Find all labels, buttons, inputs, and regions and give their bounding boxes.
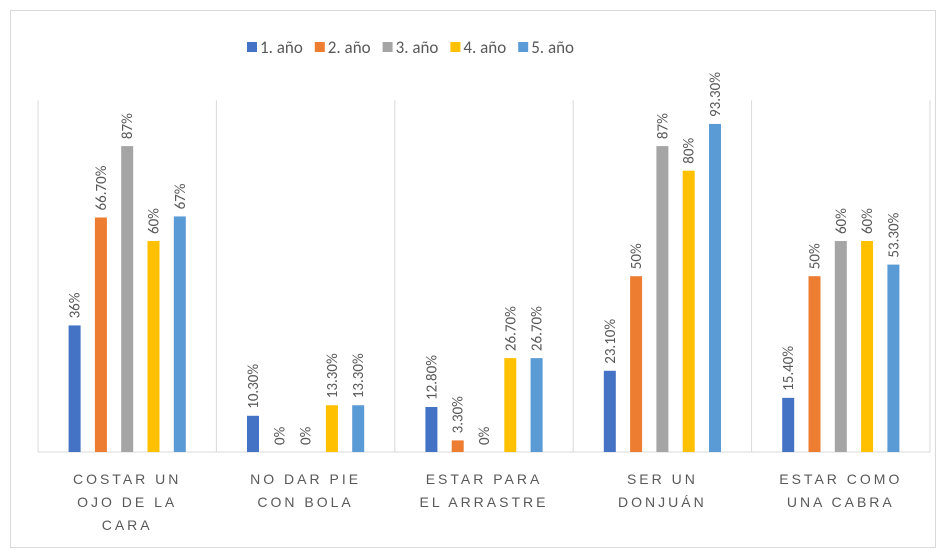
bar <box>656 146 669 452</box>
value-label: 0% <box>476 426 494 445</box>
bar <box>630 276 643 452</box>
value-label: 87% <box>654 113 672 139</box>
value-label: 13.30% <box>350 353 368 398</box>
legend-swatch <box>382 42 393 52</box>
value-label: 12.80% <box>423 355 441 400</box>
value-label: 26.70% <box>502 306 520 351</box>
legend-label: 4. año <box>463 37 506 58</box>
value-label: 3.30% <box>450 396 468 434</box>
chart-border <box>10 10 936 548</box>
bar <box>247 415 259 452</box>
bar <box>682 170 695 452</box>
legend-label: 1. año <box>260 37 303 58</box>
x-tick-label: ESTAR PARA EL ARRASTRE <box>419 471 549 510</box>
value-label: 87% <box>119 113 137 139</box>
bar <box>147 241 160 452</box>
value-label: 0% <box>298 426 316 445</box>
legend-swatch <box>518 42 529 52</box>
value-label: 60% <box>833 208 851 234</box>
bar <box>504 358 517 452</box>
value-label: 50% <box>807 243 825 269</box>
bar <box>173 216 186 452</box>
value-label: 0% <box>271 426 289 445</box>
bar <box>68 325 81 452</box>
value-label: 67% <box>172 183 190 209</box>
bar <box>121 146 134 452</box>
bar <box>94 217 107 452</box>
value-label: 50% <box>628 243 646 269</box>
bar <box>834 241 847 452</box>
value-label: 80% <box>681 138 699 164</box>
x-tick-label: SER UN DONJUÁN <box>618 471 707 510</box>
value-label: 66.70% <box>93 165 111 210</box>
legend-swatch <box>450 42 461 52</box>
value-label: 26.70% <box>529 306 547 351</box>
legend-label: 2. año <box>328 37 371 58</box>
value-label: 53.30% <box>885 212 903 257</box>
value-label: 60% <box>859 208 877 234</box>
value-label: 23.10% <box>602 319 620 364</box>
bar <box>861 241 874 452</box>
x-tick-label: ESTAR COMO UNA CABRA <box>779 471 903 510</box>
legend-swatch <box>247 42 257 52</box>
bar <box>709 123 721 452</box>
value-label: 60% <box>146 208 164 234</box>
bar <box>530 358 543 452</box>
legend-label: 5. año <box>531 37 574 58</box>
bar <box>603 370 616 452</box>
value-label: 13.30% <box>324 353 342 398</box>
bar <box>325 405 338 452</box>
bar <box>782 397 795 452</box>
legend-swatch <box>314 42 325 52</box>
x-tick-label: COSTAR UN OJO DE LA CARA <box>72 471 182 533</box>
value-label: 36% <box>67 292 85 318</box>
value-label: 10.30% <box>245 364 263 409</box>
bar <box>352 405 365 452</box>
value-label: 15.40% <box>780 346 798 391</box>
legend-label: 3. año <box>396 37 439 58</box>
value-label: 93.30% <box>707 72 725 117</box>
bar <box>425 406 438 452</box>
x-tick-label: NO DAR PIE CON BOLA <box>250 471 362 510</box>
bar <box>887 264 900 452</box>
bar <box>451 440 464 452</box>
bar <box>808 276 821 452</box>
